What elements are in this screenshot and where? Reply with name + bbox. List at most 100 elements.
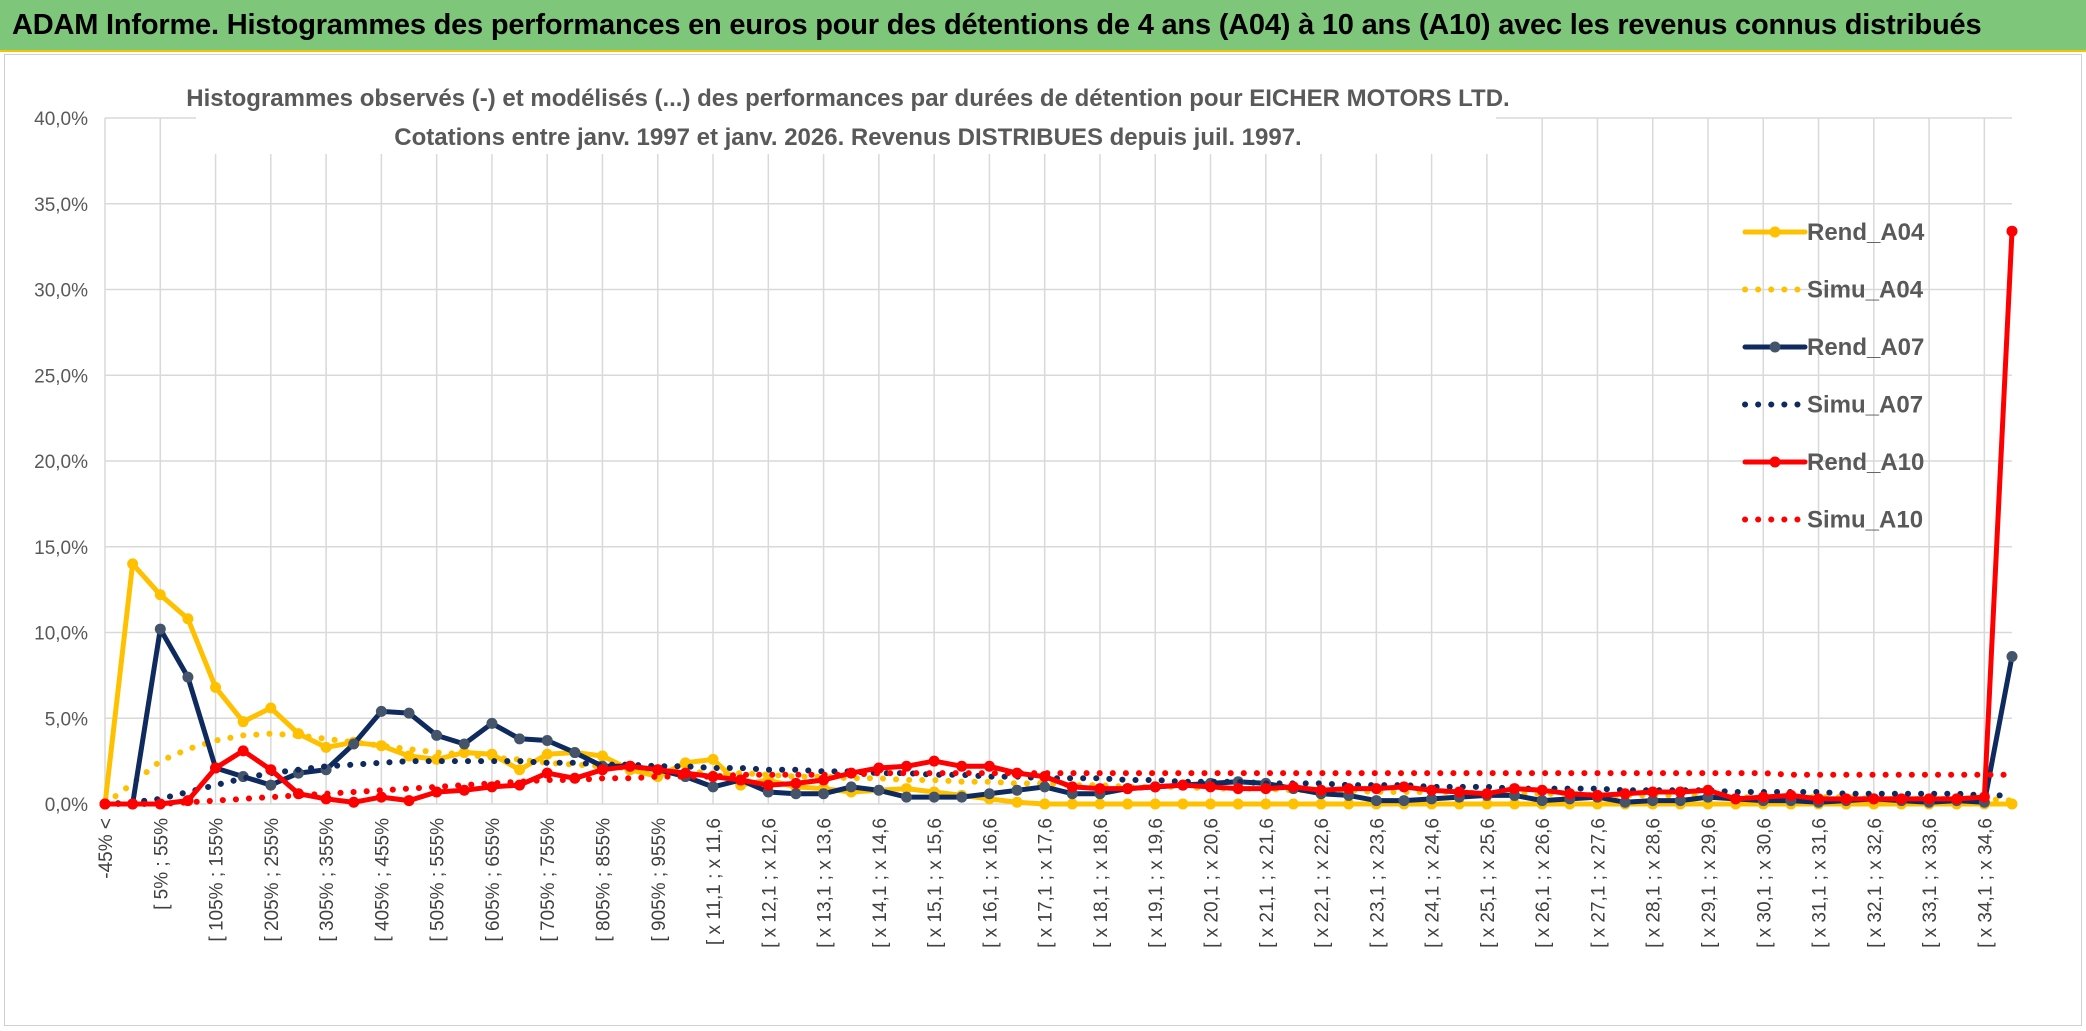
data-point-rend-a04 xyxy=(1343,798,1355,810)
data-point-rend-a04 xyxy=(596,750,608,762)
legend-marker-rend-a04 xyxy=(1769,226,1781,238)
data-point-rend-a10 xyxy=(1564,788,1576,800)
data-point-rend-a10 xyxy=(1453,786,1465,798)
data-point-rend-a10 xyxy=(1426,784,1438,796)
x-tick-label: [ x 25,1 ; x 25,6 xyxy=(1478,818,1499,948)
data-point-rend-a07 xyxy=(486,717,498,729)
data-point-rend-a04 xyxy=(375,740,387,752)
data-point-rend-a04 xyxy=(1094,798,1106,810)
report-banner: ADAM Informe. Histogrammes des performan… xyxy=(0,0,2086,52)
data-point-rend-a04 xyxy=(1149,798,1161,810)
data-point-rend-a07 xyxy=(2006,651,2018,663)
data-point-rend-a10 xyxy=(1840,793,1852,805)
x-tick-label: [ x 26,1 ; x 26,6 xyxy=(1533,818,1554,948)
x-tick-label: [ x 24,1 ; x 24,6 xyxy=(1423,818,1444,948)
data-point-rend-a04 xyxy=(541,748,553,760)
data-point-rend-a10 xyxy=(1205,781,1217,793)
data-point-rend-a07 xyxy=(458,738,470,750)
x-tick-label: [ 905% ; 955% xyxy=(649,818,670,942)
data-point-rend-a07 xyxy=(541,735,553,747)
data-point-rend-a07 xyxy=(431,729,443,741)
data-point-rend-a10 xyxy=(348,796,360,808)
data-point-rend-a10 xyxy=(1619,788,1631,800)
data-point-rend-a07 xyxy=(928,791,940,803)
data-point-rend-a04 xyxy=(127,558,139,570)
series-line-simu-a04 xyxy=(102,730,2015,807)
data-point-rend-a10 xyxy=(900,760,912,772)
data-point-rend-a10 xyxy=(928,755,940,767)
x-tick-label: [ x 22,1 ; x 22,6 xyxy=(1312,818,1333,948)
data-point-rend-a10 xyxy=(1509,783,1521,795)
x-tick-label: [ 605% ; 655% xyxy=(483,818,504,942)
data-point-rend-a07 xyxy=(818,788,830,800)
x-tick-label: [ x 31,1 ; x 31,6 xyxy=(1810,818,1831,948)
series-line-rend-a10 xyxy=(102,228,2015,807)
data-point-rend-a07 xyxy=(1398,795,1410,807)
x-tick-label: [ x 27,1 ; x 27,6 xyxy=(1588,818,1609,948)
data-point-rend-a04 xyxy=(1039,798,1051,810)
data-point-rend-a07 xyxy=(569,747,581,759)
legend: Rend_A04 Simu_A04 Rend_A07 Simu_A07 Rend_A10… xyxy=(1742,219,1925,534)
data-point-rend-a10 xyxy=(210,762,222,774)
legend-marker-rend-a07 xyxy=(1769,341,1781,353)
data-point-rend-a10 xyxy=(1287,781,1299,793)
x-tick-label: [ 205% ; 255% xyxy=(262,818,283,942)
x-tick-label: [ x 12,1 ; x 12,6 xyxy=(759,818,780,948)
x-tick-label: -45% < xyxy=(96,818,117,879)
data-point-rend-a10 xyxy=(265,764,277,776)
data-point-rend-a10 xyxy=(1647,786,1659,798)
data-point-rend-a07 xyxy=(845,781,857,793)
y-tick-label: 10,0% xyxy=(34,624,88,645)
data-point-rend-a10 xyxy=(1702,784,1714,796)
y-tick-label: 40,0% xyxy=(34,109,88,130)
data-point-rend-a04 xyxy=(1205,798,1217,810)
data-point-rend-a10 xyxy=(624,760,636,772)
data-point-rend-a10 xyxy=(1260,783,1272,795)
plot-area xyxy=(99,225,2018,810)
x-tick-label: [ 305% ; 355% xyxy=(317,818,338,942)
series-line-rend-a04 xyxy=(102,561,2015,807)
data-point-rend-a10 xyxy=(2006,225,2018,237)
series-line-rend-a07 xyxy=(102,626,2015,807)
y-tick-label: 15,0% xyxy=(34,538,88,559)
data-point-rend-a10 xyxy=(1813,793,1825,805)
series-line-simu-a07 xyxy=(102,758,2015,807)
data-point-rend-a07 xyxy=(1619,796,1631,808)
legend-marker-rend-a10 xyxy=(1769,456,1781,468)
data-point-rend-a07 xyxy=(790,788,802,800)
y-tick-label: 5,0% xyxy=(45,709,88,730)
data-point-rend-a04 xyxy=(210,681,222,693)
x-tick-label: [ x 17,1 ; x 17,6 xyxy=(1036,818,1057,948)
y-tick-label: 20,0% xyxy=(34,452,88,473)
data-point-rend-a10 xyxy=(403,795,415,807)
data-point-rend-a10 xyxy=(1895,793,1907,805)
data-point-rend-a04 xyxy=(1066,798,1078,810)
x-tick-label: [ 105% ; 155% xyxy=(207,818,228,942)
data-point-rend-a04 xyxy=(1260,798,1272,810)
data-point-rend-a07 xyxy=(1011,784,1023,796)
report-title: ADAM Informe. Histogrammes des performan… xyxy=(12,9,1982,41)
x-tick-label: [ 705% ; 755% xyxy=(538,818,559,942)
data-point-rend-a07 xyxy=(1426,793,1438,805)
data-point-rend-a07 xyxy=(375,705,387,717)
data-point-rend-a07 xyxy=(154,623,166,635)
data-point-rend-a10 xyxy=(458,784,470,796)
data-point-rend-a07 xyxy=(1674,795,1686,807)
data-point-rend-a04 xyxy=(1315,798,1327,810)
legend-label-simu-a04: Simu_A04 xyxy=(1807,277,1924,304)
data-point-rend-a10 xyxy=(1398,781,1410,793)
chart-title-line-1: Histogrammes observés (-) et modélisés (… xyxy=(186,85,1509,112)
x-tick-label: [ x 28,1 ; x 28,6 xyxy=(1644,818,1665,948)
x-tick-label: [ x 16,1 ; x 16,6 xyxy=(980,818,1001,948)
data-point-rend-a10 xyxy=(1177,779,1189,791)
data-point-rend-a07 xyxy=(707,781,719,793)
data-point-rend-a04 xyxy=(1177,798,1189,810)
legend-label-rend-a07: Rend_A07 xyxy=(1807,334,1924,361)
data-point-rend-a10 xyxy=(1757,791,1769,803)
data-point-rend-a07 xyxy=(403,707,415,719)
x-tick-label: [ x 18,1 ; x 18,6 xyxy=(1091,818,1112,948)
data-point-rend-a07 xyxy=(1370,795,1382,807)
data-point-rend-a04 xyxy=(403,750,415,762)
data-point-rend-a04 xyxy=(1481,798,1493,810)
data-point-rend-a10 xyxy=(983,760,995,772)
